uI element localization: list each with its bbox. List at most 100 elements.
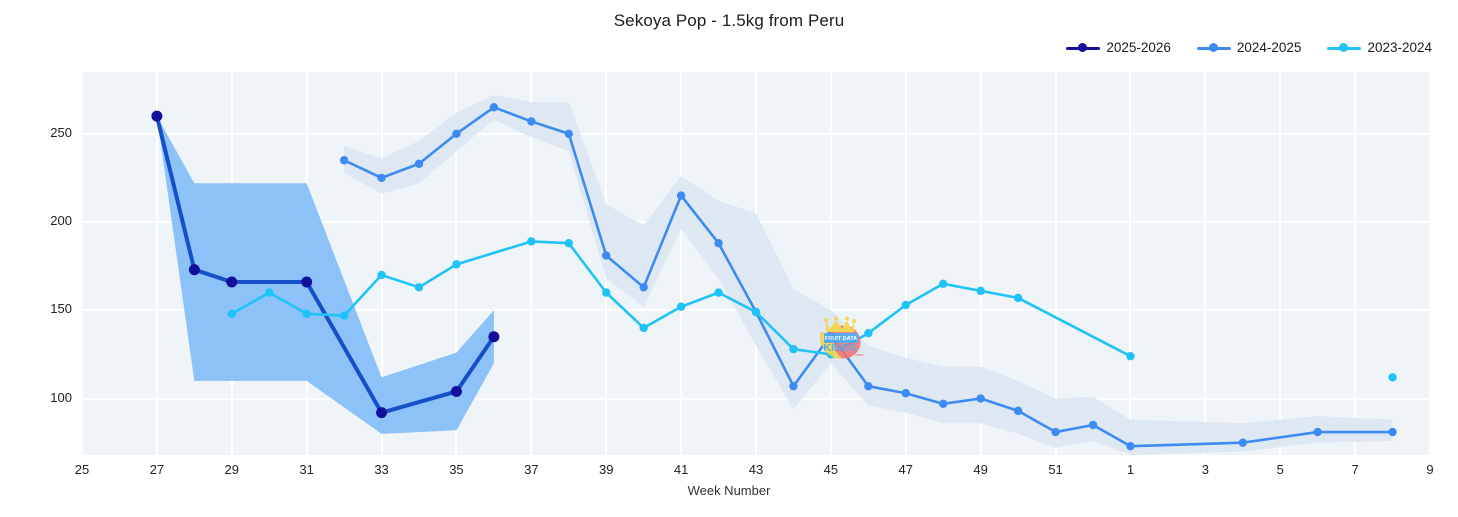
x-axis-tick: 25: [74, 462, 90, 477]
gridline-vertical: [680, 72, 683, 455]
data-point[interactable]: [450, 385, 462, 397]
data-point[interactable]: [489, 103, 499, 112]
chart-legend: 2025-2026 2024-2025 2023-2024: [1066, 40, 1432, 55]
data-point[interactable]: [714, 288, 723, 297]
data-point[interactable]: [227, 309, 236, 319]
data-point[interactable]: [339, 311, 349, 320]
legend-label: 2025-2026: [1106, 40, 1171, 55]
series-line: [230, 240, 1132, 358]
data-point[interactable]: [1126, 441, 1135, 451]
confidence-band: [156, 116, 494, 434]
data-point[interactable]: [188, 264, 200, 276]
data-point[interactable]: [339, 156, 349, 165]
data-point[interactable]: [301, 276, 313, 288]
legend-item-2023-2024[interactable]: 2023-2024: [1327, 40, 1432, 55]
data-point[interactable]: [939, 279, 948, 288]
gridline-vertical: [81, 72, 83, 455]
x-axis-tick: 43: [748, 462, 764, 477]
gridline-vertical: [979, 72, 982, 455]
data-point[interactable]: [864, 329, 873, 338]
legend-item-2025-2026[interactable]: 2025-2026: [1066, 40, 1171, 55]
data-point[interactable]: [414, 159, 424, 168]
data-point[interactable]: [901, 389, 910, 398]
plot-area: FRUIT DATA KINGS .com: [81, 72, 1431, 455]
legend-swatch-icon: [1196, 42, 1231, 54]
data-point[interactable]: [1013, 406, 1023, 416]
data-point[interactable]: [901, 300, 910, 310]
data-point[interactable]: [976, 394, 985, 403]
legend-item-2024-2025[interactable]: 2024-2025: [1196, 40, 1302, 55]
data-point[interactable]: [377, 173, 386, 183]
data-point[interactable]: [1013, 293, 1023, 303]
x-axis-tick: 35: [449, 462, 464, 477]
data-point[interactable]: [452, 260, 461, 269]
x-axis-tick: 27: [149, 462, 165, 477]
data-point[interactable]: [714, 239, 723, 248]
x-axis-label: Week Number: [687, 483, 771, 498]
data-point[interactable]: [789, 381, 798, 391]
data-point[interactable]: [939, 399, 948, 409]
x-axis-tick: 31: [299, 462, 314, 477]
data-point[interactable]: [639, 283, 648, 292]
data-point[interactable]: [1051, 427, 1060, 437]
data-point[interactable]: [1313, 427, 1322, 437]
data-point[interactable]: [377, 270, 386, 280]
y-axis-tick: 100: [50, 389, 72, 405]
data-point[interactable]: [452, 129, 461, 138]
gridline-vertical: [1129, 72, 1132, 455]
data-point[interactable]: [1388, 427, 1397, 437]
data-point[interactable]: [676, 191, 686, 200]
x-axis-tick: 47: [898, 462, 913, 477]
data-point[interactable]: [639, 323, 648, 333]
gridline-vertical: [530, 72, 533, 455]
data-point[interactable]: [1126, 351, 1135, 361]
data-point[interactable]: [527, 117, 536, 126]
gridline-vertical: [155, 72, 158, 455]
data-point[interactable]: [488, 331, 500, 343]
data-point[interactable]: [602, 251, 611, 260]
data-point[interactable]: [976, 286, 985, 296]
x-axis-tick: 3: [1201, 462, 1209, 477]
data-point[interactable]: [151, 110, 163, 122]
gridline-vertical: [1429, 72, 1431, 455]
gridline-vertical: [1204, 72, 1207, 455]
data-point[interactable]: [676, 302, 686, 311]
legend-swatch-icon: [1066, 42, 1101, 54]
data-point[interactable]: [789, 344, 798, 354]
gridline-vertical: [380, 72, 383, 455]
x-axis-tick: 39: [598, 462, 614, 477]
data-point[interactable]: [751, 307, 761, 317]
gridline-vertical: [1054, 72, 1057, 455]
confidence-band: [344, 94, 1393, 455]
data-point[interactable]: [226, 276, 238, 288]
x-axis-tick: 49: [973, 462, 988, 477]
gridline-vertical: [1354, 72, 1357, 455]
data-point[interactable]: [376, 407, 388, 419]
series-layer: [151, 94, 1397, 455]
data-point[interactable]: [564, 129, 573, 138]
data-point[interactable]: [1088, 420, 1098, 430]
data-point[interactable]: [265, 288, 274, 297]
x-axis-tick: 33: [374, 462, 389, 477]
x-axis-tick: 41: [673, 462, 689, 477]
gridline-vertical: [829, 72, 832, 455]
x-axis-tick: 9: [1426, 462, 1434, 477]
x-axis-tick: 7: [1351, 462, 1359, 477]
gridline-vertical: [1279, 72, 1282, 455]
legend-label: 2023-2024: [1367, 40, 1432, 55]
data-point[interactable]: [564, 239, 573, 248]
legend-label: 2024-2025: [1236, 40, 1302, 55]
x-axis-tick: 51: [1048, 462, 1063, 477]
data-point[interactable]: [1388, 373, 1397, 382]
data-point[interactable]: [826, 330, 836, 340]
data-point[interactable]: [527, 237, 536, 246]
data-point[interactable]: [302, 309, 311, 319]
data-point[interactable]: [414, 283, 424, 292]
data-point[interactable]: [1238, 438, 1247, 447]
x-axis-tick: 37: [524, 462, 539, 477]
data-point[interactable]: [826, 350, 836, 359]
x-axis-tick: 29: [224, 462, 239, 477]
data-point[interactable]: [602, 288, 611, 297]
data-point[interactable]: [864, 381, 873, 391]
